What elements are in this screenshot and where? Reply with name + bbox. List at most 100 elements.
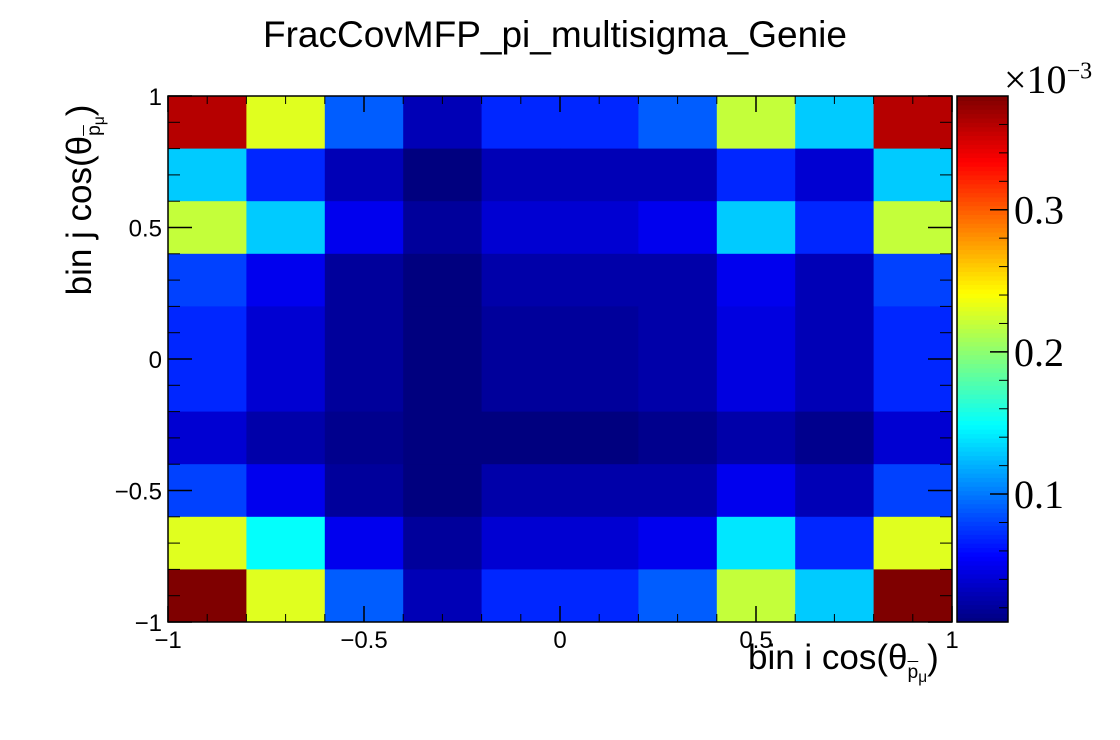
palette-band xyxy=(957,394,1008,400)
palette-band xyxy=(957,586,1008,592)
palette-band xyxy=(957,139,1008,145)
palette-band xyxy=(957,534,1008,540)
heatmap-cell xyxy=(716,201,796,255)
palette-band xyxy=(957,183,1008,189)
heatmap-cell xyxy=(873,306,953,360)
palette-band xyxy=(957,455,1008,461)
palette-band xyxy=(957,157,1008,163)
heatmap-cell xyxy=(873,253,953,307)
palette-band xyxy=(957,302,1008,307)
x-tick-label: 0.5 xyxy=(739,627,772,654)
palette-band xyxy=(957,284,1008,290)
heatmap-cell xyxy=(560,148,639,202)
palette-band xyxy=(957,231,1008,237)
palette-band xyxy=(957,600,1008,606)
heatmap-cell xyxy=(638,516,718,570)
palette-band xyxy=(957,420,1008,426)
heatmap-cell xyxy=(873,569,953,623)
palette-band xyxy=(957,126,1008,132)
palette-band xyxy=(957,578,1008,584)
color-palette: 0.1 0.2 0.3 xyxy=(956,95,1064,623)
x-axis-label-subsub: μ xyxy=(918,669,928,687)
heatmap-cell xyxy=(638,411,718,465)
x-axis-label-prefix: bin i cos(θ xyxy=(748,638,908,677)
palette-band xyxy=(957,508,1008,514)
heatmap-cell xyxy=(324,464,404,518)
palette-band xyxy=(957,486,1008,492)
palette-band xyxy=(957,337,1008,343)
heatmap-cell xyxy=(168,411,247,465)
y-tick-label: 1 xyxy=(149,84,162,111)
palette-band xyxy=(957,113,1008,119)
heatmap-cell xyxy=(560,516,639,570)
heatmap-cell xyxy=(403,96,483,150)
heatmap-cell xyxy=(403,516,483,570)
heatmap-cell xyxy=(324,148,404,202)
palette-tick-label: 0.2 xyxy=(1014,330,1064,375)
palette-band xyxy=(957,385,1008,391)
palette-band xyxy=(957,174,1008,180)
heatmap-cell xyxy=(403,148,483,202)
heatmap-cell xyxy=(795,306,875,360)
palette-band xyxy=(957,573,1008,579)
heatmap-cell xyxy=(168,306,247,360)
palette-band xyxy=(957,525,1008,531)
palette-band xyxy=(957,262,1008,268)
heatmap-cell xyxy=(246,201,326,255)
palette-band xyxy=(957,144,1008,150)
heatmap-cell xyxy=(795,569,875,623)
y-axis-label: bin j cos(θpμ) xyxy=(60,105,108,296)
palette-band xyxy=(957,271,1008,277)
heatmap-cell xyxy=(481,411,561,465)
palette-band xyxy=(957,433,1008,439)
palette-band xyxy=(957,205,1008,211)
heatmap-cell xyxy=(560,569,639,623)
heatmap-cell xyxy=(873,516,953,570)
palette-band xyxy=(957,446,1008,452)
palette-band xyxy=(957,209,1008,215)
palette-band xyxy=(957,437,1008,443)
heatmap-cell xyxy=(795,253,875,307)
palette-band xyxy=(957,117,1008,123)
heatmap-cell xyxy=(716,464,796,518)
palette-band xyxy=(957,315,1008,321)
heatmap-cell xyxy=(481,359,561,413)
palette-band xyxy=(957,402,1008,408)
palette-band xyxy=(957,161,1008,167)
heatmap-cell xyxy=(716,148,796,202)
heatmap-cell xyxy=(795,516,875,570)
palette-band xyxy=(957,306,1008,312)
z-multiplier-label: ×10−3 xyxy=(1004,56,1092,103)
heatmap-cell xyxy=(716,253,796,307)
heatmap-cell xyxy=(638,201,718,255)
heatmap-cell xyxy=(481,201,561,255)
palette-band xyxy=(957,245,1008,251)
palette-band xyxy=(957,258,1008,264)
heatmap-cell xyxy=(716,516,796,570)
palette-band xyxy=(957,477,1008,483)
palette-band xyxy=(957,223,1008,229)
heatmap-cell xyxy=(403,569,483,623)
palette-band xyxy=(957,490,1008,496)
x-tick-label: 1 xyxy=(945,627,958,654)
palette-band xyxy=(957,569,1008,575)
heatmap-cell xyxy=(481,253,561,307)
palette-band xyxy=(957,214,1008,220)
palette-band xyxy=(957,240,1008,246)
palette-band xyxy=(957,122,1008,128)
palette-band xyxy=(957,166,1008,172)
palette-band xyxy=(957,253,1008,259)
heatmap-cell xyxy=(795,201,875,255)
palette-band xyxy=(957,424,1008,430)
heatmap-cell xyxy=(638,96,718,150)
heatmap-cell xyxy=(481,569,561,623)
palette-band xyxy=(957,512,1008,518)
palette-band xyxy=(957,266,1008,272)
palette-band xyxy=(957,613,1008,619)
heatmap-cell xyxy=(716,306,796,360)
palette-band xyxy=(957,380,1008,386)
x-axis-label: bin i cos(θpμ) xyxy=(748,638,939,686)
x-axis-label-suffix: ) xyxy=(927,638,939,677)
palette-band xyxy=(957,521,1008,527)
palette-band xyxy=(957,591,1008,597)
